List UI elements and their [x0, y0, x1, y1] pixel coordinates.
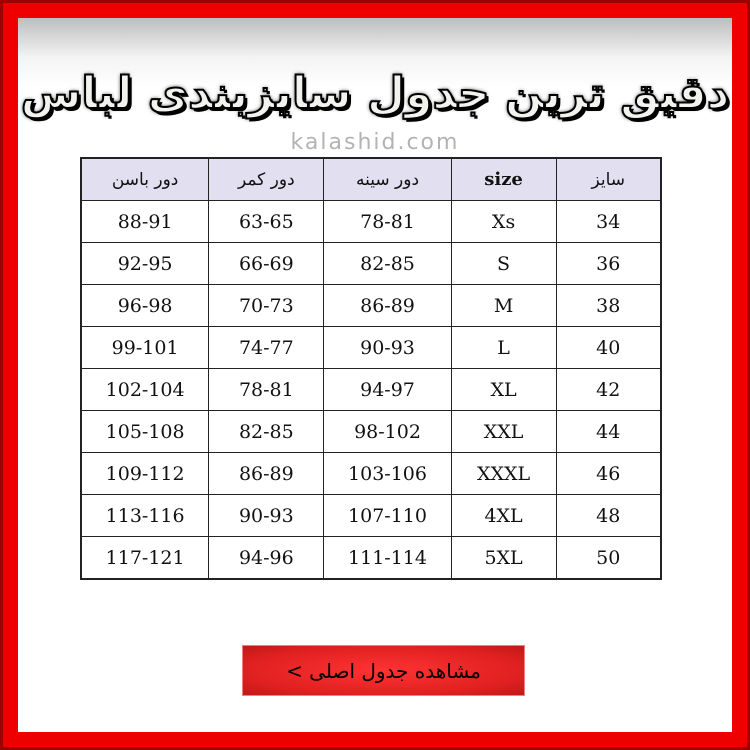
cell-waist: 94-96: [208, 536, 325, 580]
cell-hip: 102-104: [80, 368, 210, 411]
cell-waist: 82-85: [208, 410, 325, 453]
website-watermark: kalashid.com: [290, 130, 460, 155]
cell-hip: 99-101: [80, 326, 210, 369]
cell-size-number: 48: [555, 494, 662, 537]
table-row: 48 4XL 107-110 90-93 113-116: [80, 494, 662, 537]
header-hip: دور باسن: [80, 157, 210, 201]
cell-waist: 66-69: [208, 242, 325, 285]
cell-size-letter: Xs: [450, 200, 557, 243]
table-header-row: سایز size دور سینه دور کمر دور باسن: [80, 157, 662, 201]
cell-size-number: 50: [555, 536, 662, 580]
cell-size-letter: 5XL: [450, 536, 557, 580]
page-title: دقیق ترین جدول سایزبندی لباس: [20, 67, 731, 120]
header-chest: دور سینه: [323, 157, 452, 201]
view-original-chart-button[interactable]: مشاهده جدول اصلی >: [242, 645, 525, 696]
cell-hip: 92-95: [80, 242, 210, 285]
size-chart-table: سایز size دور سینه دور کمر دور باسن 34 Xs…: [80, 157, 662, 580]
cell-chest: 111-114: [323, 536, 452, 580]
cell-size-number: 42: [555, 368, 662, 411]
table-row: 46 XXXL 103-106 86-89 109-112: [80, 452, 662, 495]
cell-chest: 78-81: [323, 200, 452, 243]
cell-hip: 113-116: [80, 494, 210, 537]
cell-size-letter: XXXL: [450, 452, 557, 495]
cell-hip: 96-98: [80, 284, 210, 327]
cell-waist: 63-65: [208, 200, 325, 243]
table-row: 50 5XL 111-114 94-96 117-121: [80, 536, 662, 580]
cell-hip: 117-121: [80, 536, 210, 580]
cell-waist: 74-77: [208, 326, 325, 369]
cell-size-number: 44: [555, 410, 662, 453]
cell-size-number: 38: [555, 284, 662, 327]
cell-waist: 86-89: [208, 452, 325, 495]
table-row: 34 Xs 78-81 63-65 88-91: [80, 200, 662, 243]
cell-size-letter: S: [450, 242, 557, 285]
table-row: 44 XXL 98-102 82-85 105-108: [80, 410, 662, 453]
cell-chest: 82-85: [323, 242, 452, 285]
table-row: 40 L 90-93 74-77 99-101: [80, 326, 662, 369]
cell-size-number: 34: [555, 200, 662, 243]
table-row: 38 M 86-89 70-73 96-98: [80, 284, 662, 327]
cell-size-letter: XXL: [450, 410, 557, 453]
cell-size-number: 46: [555, 452, 662, 495]
cell-hip: 109-112: [80, 452, 210, 495]
header-waist: دور کمر: [208, 157, 325, 201]
cell-chest: 94-97: [323, 368, 452, 411]
cell-size-letter: 4XL: [450, 494, 557, 537]
cell-hip: 105-108: [80, 410, 210, 453]
cell-waist: 90-93: [208, 494, 325, 537]
cell-chest: 98-102: [323, 410, 452, 453]
header-size: size: [450, 157, 557, 201]
cell-waist: 70-73: [208, 284, 325, 327]
cell-size-number: 36: [555, 242, 662, 285]
cell-chest: 107-110: [323, 494, 452, 537]
cell-hip: 88-91: [80, 200, 210, 243]
table-row: 42 XL 94-97 78-81 102-104: [80, 368, 662, 411]
cell-waist: 78-81: [208, 368, 325, 411]
cell-size-number: 40: [555, 326, 662, 369]
cell-size-letter: L: [450, 326, 557, 369]
cell-chest: 90-93: [323, 326, 452, 369]
cell-chest: 86-89: [323, 284, 452, 327]
cell-size-letter: XL: [450, 368, 557, 411]
table-row: 36 S 82-85 66-69 92-95: [80, 242, 662, 285]
header-size-number: سایز: [555, 157, 662, 201]
cell-size-letter: M: [450, 284, 557, 327]
cell-chest: 103-106: [323, 452, 452, 495]
